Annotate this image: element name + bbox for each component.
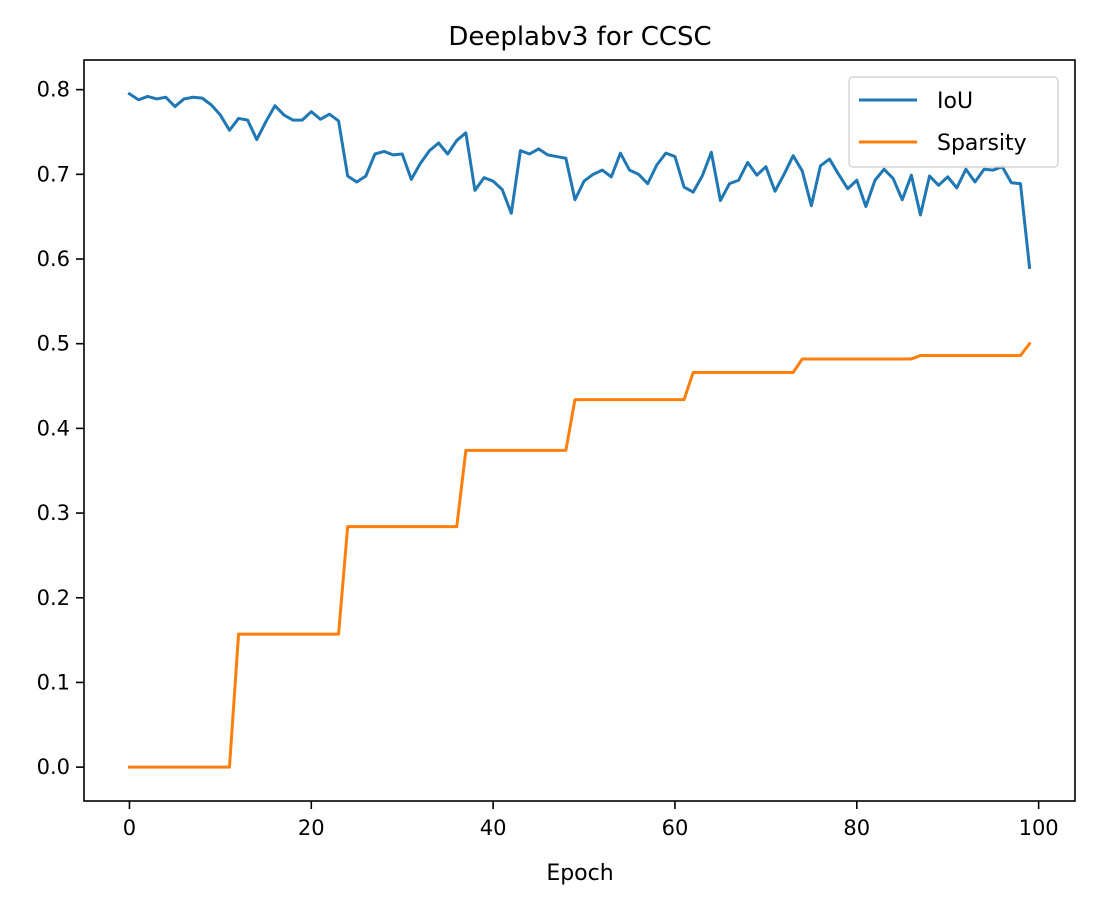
x-tick-label: 40 xyxy=(480,816,507,840)
legend-label-iou: IoU xyxy=(937,89,973,114)
y-tick-label: 0.1 xyxy=(37,670,70,694)
x-tick-label: 20 xyxy=(298,816,325,840)
plot-area xyxy=(83,59,1076,802)
x-tick-label: 100 xyxy=(1019,816,1059,840)
x-tick-label: 0 xyxy=(123,816,136,840)
legend: IoU Sparsity xyxy=(848,76,1059,168)
y-tick-label: 0.6 xyxy=(37,247,70,271)
series-line-sparsity xyxy=(127,341,1032,769)
x-axis-title: Epoch xyxy=(546,861,613,886)
x-tick-label: 80 xyxy=(843,816,870,840)
x-axis-ticks: 0 20 40 60 80 100 xyxy=(123,801,1059,840)
series-group xyxy=(127,91,1032,769)
y-tick-label: 0.4 xyxy=(37,416,70,440)
x-tick-label: 60 xyxy=(662,816,689,840)
y-tick-label: 0.7 xyxy=(37,162,70,186)
y-tick-label: 0.5 xyxy=(37,332,70,356)
y-tick-label: 0.0 xyxy=(37,755,70,779)
chart-title: Deeplabv3 for CCSC xyxy=(448,22,711,52)
legend-label-sparsity: Sparsity xyxy=(937,131,1027,156)
y-tick-label: 0.3 xyxy=(37,501,70,525)
y-axis-ticks: 0.0 0.1 0.2 0.3 0.4 0.5 0.6 0.7 0.8 xyxy=(37,78,84,779)
y-tick-label: 0.2 xyxy=(37,586,70,610)
series-line-iou xyxy=(127,91,1032,270)
y-tick-label: 0.8 xyxy=(37,78,70,102)
